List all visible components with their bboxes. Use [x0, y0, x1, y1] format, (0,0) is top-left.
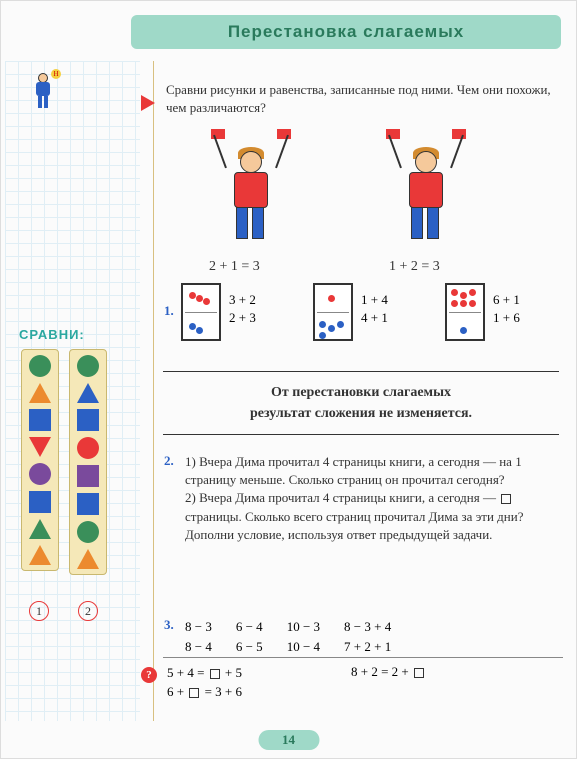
question-icon: ?	[141, 667, 157, 683]
shape-tri-up-orange	[29, 383, 51, 403]
shape-circle-green	[77, 521, 99, 543]
compare-label: СРАВНИ:	[19, 327, 85, 342]
rule-line2: результат сложения не изменяется.	[171, 403, 551, 424]
shape-tri-down-red	[29, 437, 51, 457]
divider-line	[163, 657, 563, 658]
ex3-grid: 8 − 38 − 4 6 − 46 − 5 10 − 310 − 4 8 − 3 + …	[185, 617, 561, 656]
col1-number: 1	[29, 601, 49, 621]
domino	[181, 283, 221, 341]
shape-circle-purple	[29, 463, 51, 485]
shape-tri-up-orange	[29, 545, 51, 565]
rule-box: От перестановки слагаемых результат слож…	[163, 371, 559, 435]
ex3-column: 8 − 3 + 47 + 2 + 1	[344, 617, 391, 656]
ex3-column: 8 − 38 − 4	[185, 617, 212, 656]
rule-line1: От перестановки слагаемых	[171, 382, 551, 403]
shape-circle-green	[29, 355, 51, 377]
ex3-column: 6 − 46 − 5	[236, 617, 263, 656]
shape-tri-up-green	[29, 519, 51, 539]
margin-boy-icon: Н	[29, 73, 57, 115]
final-left: 5 + 4 = + 56 + = 3 + 6	[167, 664, 242, 702]
ex3-column: 10 − 310 − 4	[287, 617, 320, 656]
ex2-text: 1) Вчера Дима прочитал 4 страницы книги,…	[185, 453, 561, 544]
domino	[445, 283, 485, 341]
shape-sq-purple	[77, 465, 99, 487]
shape-tri-up-orange	[77, 549, 99, 569]
page: Перестановка слагаемых Н Сравни рисунки …	[0, 0, 577, 759]
shape-sq-blue	[77, 493, 99, 515]
shape-circle-green	[77, 355, 99, 377]
page-number: 14	[258, 730, 319, 750]
equation-right: 1 + 2 = 3	[389, 259, 440, 275]
domino-equations: 1 + 44 + 1	[361, 291, 388, 327]
boy-with-flags-right	[386, 129, 466, 249]
shape-sq-blue	[29, 409, 51, 431]
page-title: Перестановка слагаемых	[131, 15, 561, 49]
ex1-number: 1.	[164, 303, 174, 319]
col2-number: 2	[78, 601, 98, 621]
arrow-icon	[141, 95, 155, 111]
divider	[153, 61, 154, 721]
shape-column-1	[21, 349, 59, 571]
intro-text: Сравни рисунки и равенства, записанные п…	[166, 81, 556, 116]
ex3-number: 3.	[164, 617, 174, 633]
equation-left: 2 + 1 = 3	[209, 259, 260, 275]
flag-badge: Н	[51, 69, 61, 79]
shape-circle-red	[77, 437, 99, 459]
boy-with-flags-left	[211, 129, 291, 249]
shape-column-2	[69, 349, 107, 575]
shape-sq-blue	[77, 409, 99, 431]
domino	[313, 283, 353, 341]
domino-equations: 3 + 22 + 3	[229, 291, 256, 327]
domino-equations: 6 + 11 + 6	[493, 291, 520, 327]
ex2-number: 2.	[164, 453, 174, 469]
shape-tri-up-blue	[77, 383, 99, 403]
shape-sq-blue	[29, 491, 51, 513]
final-right: 8 + 2 = 2 +	[351, 664, 426, 680]
